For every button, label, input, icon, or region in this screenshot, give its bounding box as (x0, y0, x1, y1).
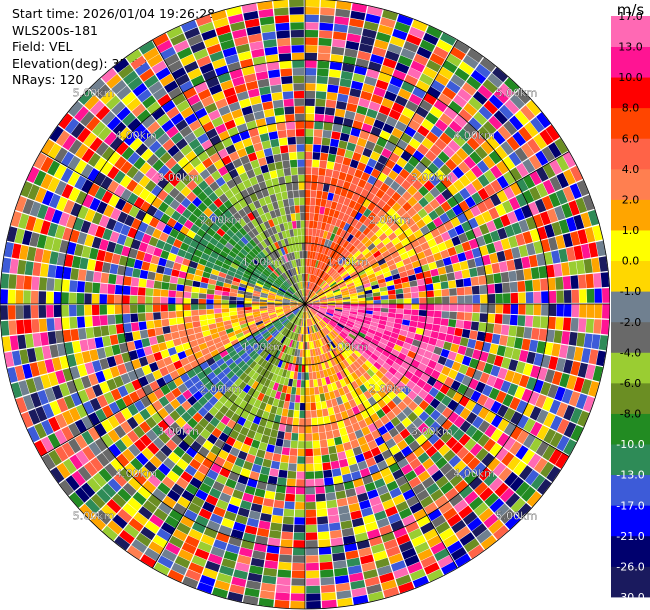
colorbar-tick-label: 6.0 (622, 132, 640, 145)
colorbar-segment (611, 168, 650, 200)
azimuth-spoke (304, 151, 570, 305)
colorbar-tick-label: -30.0 (616, 591, 644, 604)
range-ring-label: 1.00km (242, 256, 284, 269)
range-ring-label: 4.00km (453, 129, 495, 142)
range-ring-label: 1.00km (242, 340, 284, 353)
gate-color-layer (11, 15, 599, 594)
azimuth-spoke (304, 303, 458, 569)
colorbar-segment (611, 505, 650, 537)
azimuth-spoke (304, 303, 570, 457)
range-ring-label: 1.00km (327, 256, 369, 269)
colorbar-tick-label: -6.0 (620, 377, 641, 390)
ppi-plot: 1.00km 1.00km 1.00km 1.00km 2.00km 2.00km 2.00… (0, 0, 610, 610)
colorbar-tick-label: 2.0 (622, 193, 640, 206)
colorbar-tick-label: -10.0 (616, 438, 644, 451)
range-ring-label: 4.00km (115, 129, 157, 142)
colorbar-tick-label: 8.0 (622, 102, 640, 115)
colorbar-segment (611, 46, 650, 78)
range-labels: 1.00km 1.00km 1.00km 1.00km 2.00km 2.00km 2.00… (73, 86, 538, 522)
range-ring-label: 2.00km (200, 214, 242, 227)
range-ring-label: 5.00km (73, 509, 115, 522)
range-ring-label: 3.00km (157, 425, 199, 438)
colorbar-segment (611, 138, 650, 170)
range-ring-label: 5.00km (73, 87, 115, 100)
colorbar-tick-label: 10.0 (618, 71, 643, 84)
range-ring-label: 3.00km (411, 425, 453, 438)
colorbar-title: m/s (617, 1, 645, 19)
colorbar-segment (611, 230, 650, 262)
start-time-label: Start time: 2026/01/04 19:26:28 (12, 6, 216, 21)
range-ring-label: 2.00km (200, 383, 242, 396)
colorbar-segment (611, 352, 650, 384)
colorbar-segment (611, 321, 650, 353)
colorbar-tick-label: -21.0 (616, 530, 644, 543)
gate-color-layer (4, 3, 602, 598)
colorbar-tick-label: -4.0 (620, 346, 641, 359)
colorbar-tick-label: -13.0 (616, 469, 644, 482)
colorbar-segment (611, 382, 650, 414)
colorbar-segment (611, 260, 650, 292)
azimuth-spoke (40, 151, 306, 305)
range-ring-label: 4.00km (453, 467, 495, 480)
range-ring-label: 1.00km (327, 340, 369, 353)
colorbar-tick-label: 0.0 (622, 255, 640, 268)
colorbar-segment (611, 77, 650, 109)
colorbar-tick-label: -17.0 (616, 499, 644, 512)
colorbar-tick-label: -1.0 (620, 285, 641, 298)
azimuth-spoke (304, 39, 458, 305)
radar-gates (0, 0, 610, 609)
gate-color-layer (8, 0, 593, 587)
colorbar-tick-label: -8.0 (620, 408, 641, 421)
gate-color-layer (8, 18, 594, 609)
colorbar-segment (611, 535, 650, 567)
range-ring-label: 3.00km (411, 171, 453, 184)
nrays-label: NRays: 120 (12, 72, 84, 87)
colorbar-tick-label: 1.0 (622, 224, 640, 237)
colorbar-tick-label: 4.0 (622, 163, 640, 176)
instrument-label: WLS200s-181 (12, 22, 98, 38)
gate-color-layer (15, 8, 595, 605)
range-ring-label: 3.00km (157, 171, 199, 184)
range-ring-label: 5.00km (496, 509, 538, 522)
colorbar-tick-label: -26.0 (616, 560, 644, 573)
colorbar-segment (611, 291, 650, 323)
azimuth-spokes (0, 0, 610, 609)
colorbar-tick-label: 13.0 (618, 41, 643, 54)
colorbar-segment (611, 566, 650, 598)
range-ring-label: 5.00km (496, 87, 538, 100)
range-ring-label: 2.00km (369, 383, 411, 396)
azimuth-spoke (152, 39, 306, 305)
azimuth-spoke (40, 303, 306, 457)
colorbar-segment (611, 199, 650, 231)
colorbar-segment (611, 444, 650, 476)
field-label: Field: VEL (12, 39, 73, 54)
azimuth-spoke (152, 303, 306, 569)
colorbar-segment (611, 107, 650, 139)
colorbar-tick-label: 17.0 (618, 10, 643, 23)
gate-color-layer (9, 3, 610, 609)
range-ring-label: 2.00km (369, 214, 411, 227)
colorbar-segment (611, 474, 650, 506)
colorbar-segment (611, 413, 650, 445)
range-ring-label: 4.00km (115, 467, 157, 480)
gate-color-layer (0, 27, 608, 602)
colorbar-segment (611, 16, 650, 47)
colorbar-tick-label: -2.0 (620, 316, 641, 329)
